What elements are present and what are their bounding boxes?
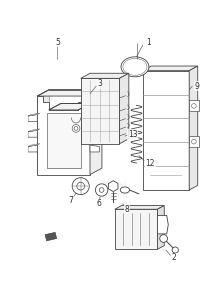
Polygon shape (37, 90, 49, 175)
Polygon shape (37, 90, 102, 96)
Polygon shape (28, 113, 40, 116)
Polygon shape (28, 129, 40, 132)
Polygon shape (143, 66, 198, 70)
Polygon shape (81, 73, 129, 78)
Circle shape (160, 235, 168, 242)
Circle shape (77, 182, 85, 190)
Text: 13: 13 (128, 130, 138, 139)
Polygon shape (90, 115, 99, 122)
Text: 1: 1 (146, 38, 151, 47)
Text: 12: 12 (146, 158, 155, 167)
Circle shape (172, 247, 178, 253)
Ellipse shape (123, 58, 147, 75)
Circle shape (99, 188, 104, 192)
Polygon shape (81, 78, 119, 144)
Polygon shape (189, 100, 198, 111)
Text: 3: 3 (98, 79, 103, 88)
Circle shape (74, 127, 78, 130)
Polygon shape (143, 70, 189, 190)
Ellipse shape (120, 187, 129, 193)
Polygon shape (28, 144, 40, 147)
Text: 9: 9 (194, 82, 199, 91)
Text: Model
Specific: Model Specific (98, 180, 131, 200)
Polygon shape (115, 209, 157, 249)
Polygon shape (119, 73, 129, 144)
Circle shape (192, 103, 196, 108)
Circle shape (95, 184, 108, 196)
Circle shape (72, 124, 80, 132)
Ellipse shape (121, 57, 149, 77)
Text: 8: 8 (125, 205, 129, 214)
Polygon shape (28, 115, 37, 122)
Polygon shape (28, 130, 37, 137)
Text: 6: 6 (97, 200, 102, 208)
Polygon shape (47, 113, 81, 168)
Polygon shape (28, 145, 37, 152)
Polygon shape (157, 215, 168, 234)
Polygon shape (45, 232, 57, 241)
Polygon shape (189, 66, 198, 190)
Circle shape (72, 178, 89, 195)
Polygon shape (189, 136, 198, 147)
Polygon shape (115, 206, 164, 209)
Polygon shape (90, 130, 99, 137)
Text: 7: 7 (68, 196, 73, 205)
Polygon shape (90, 145, 99, 152)
Text: 5: 5 (55, 38, 60, 47)
Circle shape (192, 140, 196, 144)
Polygon shape (90, 90, 102, 175)
Polygon shape (49, 103, 90, 110)
Text: 2: 2 (171, 253, 176, 262)
Polygon shape (157, 206, 164, 249)
Polygon shape (37, 96, 90, 175)
